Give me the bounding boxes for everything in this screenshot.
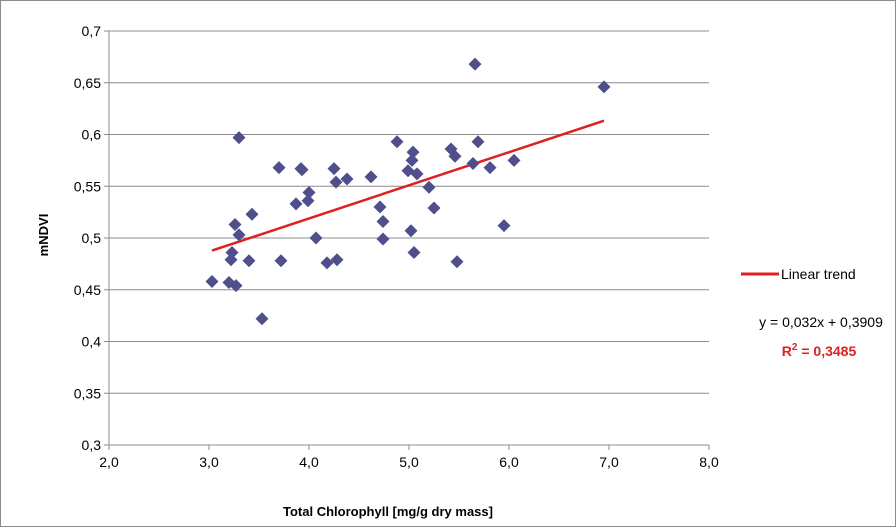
y-tick-label: 0,55 <box>74 178 101 194</box>
data-points <box>205 57 611 326</box>
data-point <box>228 218 242 232</box>
data-point <box>450 255 464 269</box>
tick-labels: 0,3 0,35 0,4 0,45 0,5 0,55 0,6 0,65 0,7 2,0 3,0 4,0… <box>74 23 719 470</box>
x-tick-label: 2,0 <box>99 454 119 470</box>
data-point <box>302 185 316 199</box>
y-tick-label: 0,7 <box>82 23 102 39</box>
x-tick-label: 3,0 <box>199 454 219 470</box>
data-point <box>406 145 420 159</box>
legend-label-linear-trend: Linear trend <box>781 266 856 282</box>
y-axis-title: mNDVI <box>36 214 51 257</box>
legend: Linear trend <box>741 266 856 282</box>
data-point <box>466 156 480 170</box>
r2-exponent: 2 <box>792 342 798 353</box>
data-point <box>242 254 256 268</box>
data-point <box>410 167 424 181</box>
trend-layer <box>211 119 605 252</box>
trend-line <box>211 119 605 252</box>
x-axis-title: Total Chlorophyll [mg/g dry mass] <box>283 504 493 519</box>
x-tick-label: 8,0 <box>699 454 719 470</box>
data-point <box>327 162 341 176</box>
data-point <box>329 175 343 189</box>
gridlines <box>109 30 709 446</box>
data-point <box>373 200 387 214</box>
r2-letter: R <box>782 343 792 359</box>
data-point <box>340 172 354 186</box>
x-tick-label: 5,0 <box>399 454 419 470</box>
data-point <box>376 214 390 228</box>
data-point <box>229 279 243 293</box>
data-point <box>255 312 269 326</box>
data-point <box>274 254 288 268</box>
y-tick-label: 0,35 <box>74 385 101 401</box>
y-tick-label: 0,65 <box>74 75 101 91</box>
data-point <box>390 135 404 149</box>
data-point <box>405 153 419 167</box>
data-point <box>301 194 315 208</box>
data-point <box>404 224 418 238</box>
data-point <box>468 57 482 71</box>
y-tick-label: 0,4 <box>82 334 102 350</box>
x-tick-label: 7,0 <box>599 454 619 470</box>
data-point <box>295 163 309 177</box>
axes <box>104 30 710 450</box>
data-point <box>376 232 390 246</box>
data-point <box>245 207 259 221</box>
x-tick-label: 6,0 <box>499 454 519 470</box>
data-point <box>330 253 344 267</box>
y-tick-label: 0,5 <box>82 230 102 246</box>
data-point <box>497 219 511 233</box>
x-tick-label: 4,0 <box>299 454 319 470</box>
data-point <box>232 228 246 242</box>
data-point <box>471 135 485 149</box>
y-tick-label: 0,3 <box>82 437 102 453</box>
regression-equation: y = 0,032x + 0,3909 <box>759 314 883 330</box>
r2-value: = 0,3485 <box>797 343 856 359</box>
data-point <box>422 180 436 194</box>
data-point <box>507 153 521 167</box>
data-point <box>205 274 219 288</box>
data-point <box>448 149 462 163</box>
data-point <box>289 197 303 211</box>
y-tick-label: 0,45 <box>74 282 101 298</box>
data-point <box>232 131 246 145</box>
data-point <box>407 245 421 259</box>
data-point <box>320 256 334 270</box>
data-point <box>309 231 323 245</box>
data-point <box>364 170 378 184</box>
r-squared-label: R2 = 0,3485 <box>782 342 857 359</box>
data-point <box>272 161 286 175</box>
data-point <box>483 161 497 175</box>
data-point <box>427 201 441 215</box>
y-tick-label: 0,6 <box>82 127 102 143</box>
data-point <box>597 80 611 94</box>
